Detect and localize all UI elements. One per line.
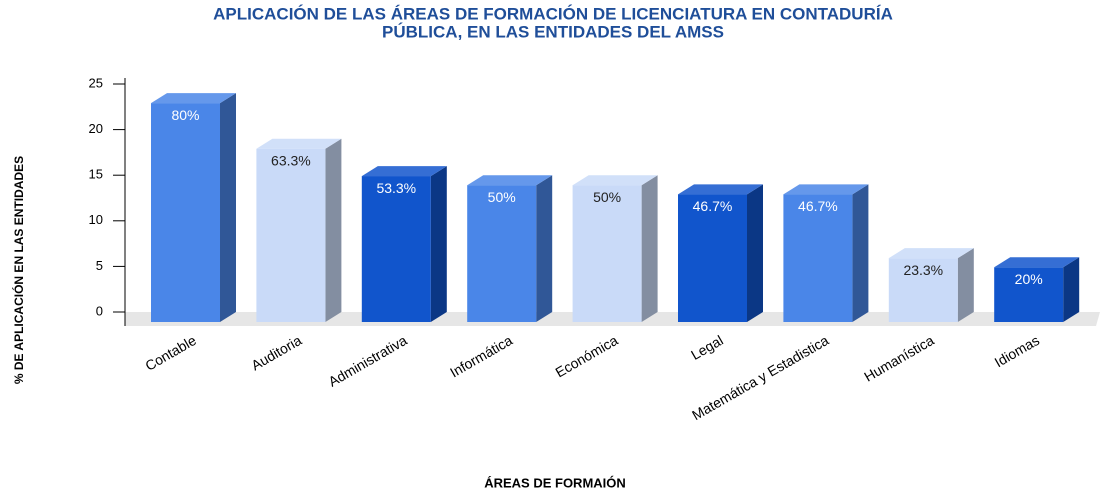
- bar-side: [430, 166, 447, 322]
- bar-top: [256, 138, 342, 149]
- bar-front: [572, 185, 642, 322]
- bar: [361, 166, 447, 322]
- bar: [467, 175, 553, 322]
- value-label: 46.7%: [693, 198, 733, 214]
- bar-top: [678, 184, 763, 195]
- value-label: 63.3%: [271, 152, 311, 168]
- bar: [151, 93, 236, 323]
- value-label: 50%: [488, 189, 516, 205]
- y-tick-label: 20: [89, 121, 103, 136]
- chart-title: PÚBLICA, EN LAS ENTIDADES DEL AMSS: [382, 22, 724, 41]
- bar-side: [1063, 257, 1080, 322]
- x-tick-label: Informática: [447, 332, 515, 381]
- bar: [256, 138, 342, 322]
- x-tick-label: Auditoria: [248, 332, 304, 374]
- chart-title: APLICACIÓN DE LAS ÁREAS DE FORMACIÓN DE …: [213, 4, 893, 23]
- value-label: 23.3%: [903, 262, 943, 278]
- bar: [783, 184, 869, 322]
- bar-front: [783, 194, 853, 322]
- x-axis-label: ÁREAS DE FORMAIÓN: [484, 475, 626, 490]
- y-tick-label: 0: [96, 303, 103, 318]
- bar-side: [325, 138, 342, 322]
- bar-front: [467, 185, 537, 322]
- value-label: 50%: [593, 189, 621, 205]
- value-label: 53.3%: [376, 180, 416, 196]
- bar-front: [678, 194, 747, 322]
- bar: [572, 175, 658, 322]
- bar-top: [994, 257, 1080, 268]
- x-tick-label: Contable: [142, 332, 199, 374]
- value-label: 80%: [171, 107, 199, 123]
- bar-top: [783, 184, 869, 195]
- bar-top: [151, 93, 236, 104]
- bar-side: [957, 248, 974, 322]
- bar-front: [888, 258, 958, 322]
- value-label: 20%: [1015, 271, 1043, 287]
- bar-side: [747, 184, 763, 322]
- y-axis-label: % DE APLICACIÓN EN LAS ENTIDADES: [11, 156, 26, 384]
- bar-top: [361, 166, 447, 177]
- y-tick-label: 25: [89, 75, 103, 90]
- x-tick-label: Idiomas: [992, 332, 1042, 370]
- bar-top: [888, 248, 974, 259]
- x-tick-label: Administrativa: [326, 332, 410, 390]
- bar-front: [361, 176, 431, 322]
- bar-front: [151, 103, 220, 323]
- bar-side: [536, 175, 553, 322]
- value-label: 46.7%: [798, 198, 838, 214]
- bar-top: [572, 175, 658, 186]
- y-tick-label: 15: [89, 167, 103, 182]
- bar-side: [220, 93, 236, 323]
- x-tick-label: Humanística: [861, 332, 937, 385]
- x-tick-label: Económica: [552, 332, 620, 381]
- bar: [678, 184, 763, 322]
- y-tick-label: 10: [89, 212, 103, 227]
- bar-side: [641, 175, 658, 322]
- y-tick-label: 5: [96, 258, 103, 273]
- x-tick-label: Legal: [688, 332, 726, 363]
- bar-side: [852, 184, 869, 322]
- bar-front: [994, 267, 1064, 322]
- bar: [888, 248, 974, 322]
- bar-top: [467, 175, 553, 186]
- bar: [994, 257, 1080, 322]
- bar-front: [256, 148, 326, 322]
